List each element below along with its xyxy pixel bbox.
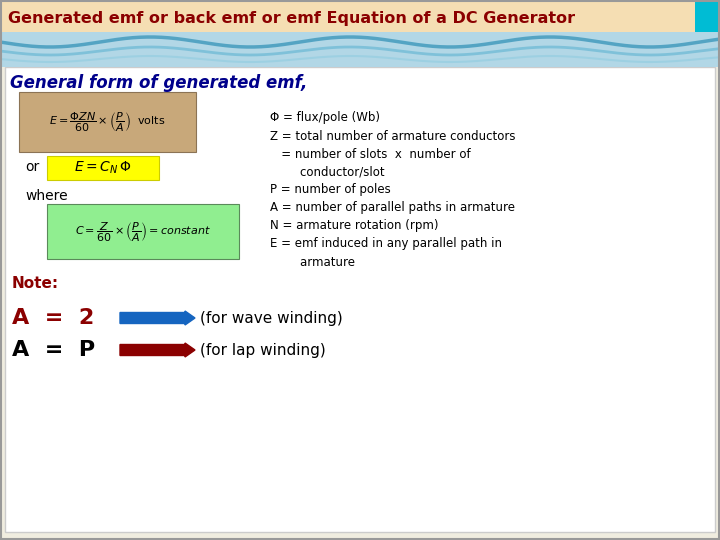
Text: General form of generated emf,: General form of generated emf,	[10, 74, 307, 92]
Text: $E = C_N\,\Phi$: $E = C_N\,\Phi$	[74, 160, 132, 176]
Text: N = armature rotation (rpm): N = armature rotation (rpm)	[270, 219, 438, 233]
Text: Note:: Note:	[12, 275, 59, 291]
Text: $E = \dfrac{\Phi ZN}{60} \times \left(\dfrac{P}{A}\right)$  volts: $E = \dfrac{\Phi ZN}{60} \times \left(\d…	[49, 110, 165, 134]
Text: Generated emf or back emf or emf Equation of a DC Generator: Generated emf or back emf or emf Equatio…	[8, 10, 575, 25]
Text: or: or	[25, 160, 40, 174]
FancyArrow shape	[120, 343, 195, 357]
Text: A  =  2: A = 2	[12, 308, 94, 328]
FancyBboxPatch shape	[47, 204, 239, 259]
Text: (for wave winding): (for wave winding)	[200, 310, 343, 326]
Text: armature: armature	[270, 255, 355, 268]
Text: A  =  P: A = P	[12, 340, 95, 360]
Text: Φ = flux/pole (Wb): Φ = flux/pole (Wb)	[270, 111, 380, 125]
Text: conductor/slot: conductor/slot	[270, 165, 384, 179]
Text: = number of slots  x  number of: = number of slots x number of	[270, 147, 471, 160]
Text: P = number of poles: P = number of poles	[270, 184, 391, 197]
Text: where: where	[25, 189, 68, 203]
FancyBboxPatch shape	[47, 156, 159, 180]
FancyArrow shape	[120, 311, 195, 325]
FancyBboxPatch shape	[19, 92, 196, 152]
FancyBboxPatch shape	[0, 0, 720, 32]
Text: A = number of parallel paths in armature: A = number of parallel paths in armature	[270, 201, 515, 214]
Text: (for lap winding): (for lap winding)	[200, 342, 325, 357]
Text: Z = total number of armature conductors: Z = total number of armature conductors	[270, 130, 516, 143]
FancyBboxPatch shape	[0, 32, 720, 67]
Text: $C = \dfrac{Z}{60} \times \left(\dfrac{P}{A}\right) = constant$: $C = \dfrac{Z}{60} \times \left(\dfrac{P…	[75, 220, 211, 244]
Text: E = emf induced in any parallel path in: E = emf induced in any parallel path in	[270, 238, 502, 251]
FancyBboxPatch shape	[5, 67, 715, 532]
FancyBboxPatch shape	[695, 0, 720, 32]
